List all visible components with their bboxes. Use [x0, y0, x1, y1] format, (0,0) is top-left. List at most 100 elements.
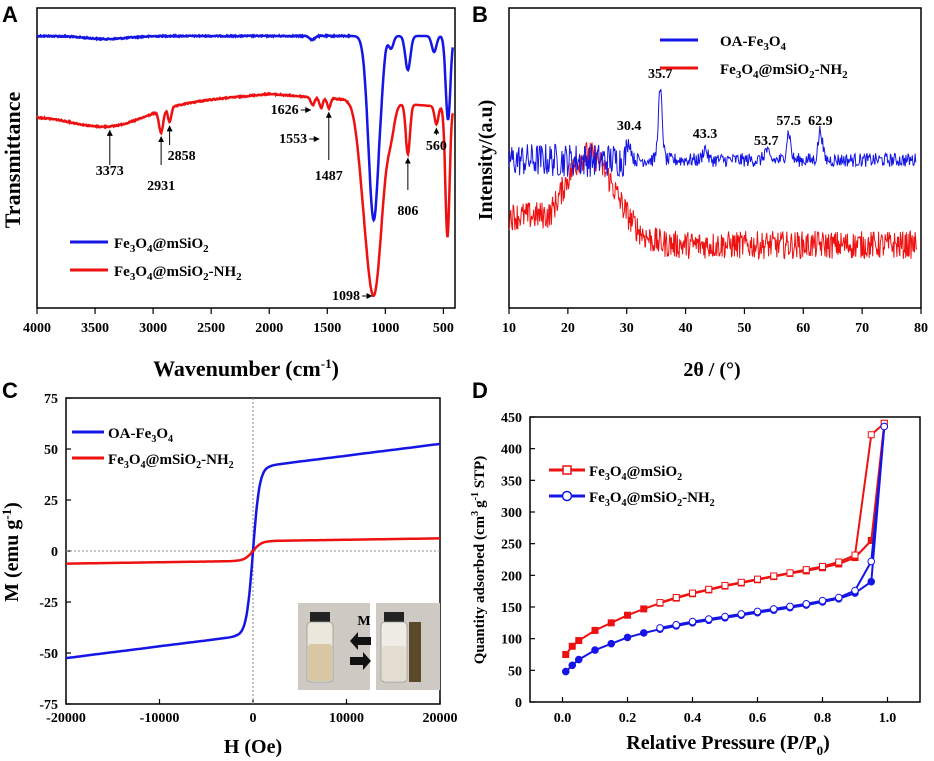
legend-marker-blue — [561, 490, 573, 502]
panel-d: D 0.0 0.2 0.4 0.6 0.8 1.0 0 50 100 150 200 250 300 35… — [470, 378, 921, 758]
magnet-bar — [409, 622, 421, 682]
y-tick-label: 50 — [44, 443, 58, 458]
data-point — [591, 626, 599, 634]
x-tick-label: -20000 — [46, 711, 86, 726]
y-tick-label: -75 — [39, 698, 58, 713]
data-point — [721, 581, 729, 589]
annotation-label: 3373 — [96, 164, 124, 179]
panel-a-x-ticks: 4000 3500 3000 2500 2000 1500 1000 500 — [23, 308, 454, 336]
legend-text-fe3o4-msio2-nh2: Fe3O4@mSiO2-NH2 — [589, 490, 715, 509]
x-tick-label: 20000 — [423, 711, 458, 726]
y-tick-label: 0 — [515, 696, 522, 711]
x-tick-label: -10000 — [140, 711, 180, 726]
x-tick-label: 50 — [737, 321, 751, 336]
panel-c-series-fe3o4-msio2-nh2 — [66, 537, 440, 565]
panel-a-legend: Fe3O4@mSiO2 Fe3O4@mSiO2-NH2 — [70, 236, 242, 283]
y-tick-label: 75 — [44, 392, 58, 407]
data-point — [867, 557, 876, 566]
panel-c-xlabel: H (Oe) — [224, 736, 282, 758]
panel-b-series-oa-fe3o4 — [508, 89, 917, 178]
panel-c-legend: OA-Fe3O4 Fe3O4@mSiO2-NH2 — [72, 426, 234, 471]
panel-c-ticks: -20000 -10000 0 10000 20000 -75 -50 -25 0 25 50 75 — [39, 392, 457, 726]
data-point — [835, 558, 843, 566]
y-tick-label: 25 — [44, 494, 58, 509]
x-tick-label: 40 — [679, 321, 693, 336]
data-point — [802, 600, 811, 608]
y-tick-label: 50 — [508, 664, 522, 679]
peak-label: 53.7 — [754, 134, 779, 149]
data-point — [802, 566, 810, 574]
isotherm-line — [659, 426, 886, 629]
panel-a-series-fe3o4-msio2 — [36, 33, 454, 223]
x-tick-label: 60 — [796, 321, 810, 336]
annotation-label: 2858 — [168, 149, 196, 164]
panel-d-xlabel: Relative Pressure (P/P0) — [626, 732, 829, 758]
data-point — [705, 585, 713, 593]
x-tick-label: 0.4 — [684, 711, 702, 726]
panel-b-ylabel: Intensity/(a.u) — [475, 100, 497, 221]
x-tick-label: 80 — [914, 321, 928, 336]
legend-text-oa-fe3o4: OA-Fe3O4 — [720, 34, 787, 53]
x-tick-label: 1500 — [313, 321, 341, 336]
x-tick-label: 1.0 — [879, 711, 897, 726]
peak-label: 57.5 — [776, 114, 801, 129]
peak-label: 35.7 — [648, 67, 673, 82]
x-tick-label: 0.6 — [749, 711, 767, 726]
vial-right-liquid — [382, 646, 406, 681]
annotation-label: 806 — [397, 204, 418, 219]
data-point — [867, 431, 875, 439]
x-tick-label: 500 — [433, 321, 454, 336]
data-point — [672, 620, 681, 629]
panel-c-title: C — [2, 378, 18, 403]
data-point — [737, 610, 746, 618]
legend-text-fe3o4-msio2: Fe3O4@mSiO2 — [589, 464, 682, 483]
data-point — [591, 646, 599, 654]
data-point — [607, 639, 616, 648]
x-tick-label: 0.0 — [554, 711, 572, 726]
legend-text-fe3o4-msio2-nh2: Fe3O4@mSiO2-NH2 — [114, 264, 242, 283]
y-tick-label: 200 — [501, 569, 522, 584]
data-point — [607, 619, 615, 627]
data-point — [786, 569, 794, 577]
panel-d-legend: Fe3O4@mSiO2 Fe3O4@mSiO2-NH2 — [549, 464, 715, 509]
panel-c: C -20000 -10000 0 10000 20000 -75 -50 -25 0 25 50 7… — [0, 378, 458, 758]
vial-cap-left — [310, 612, 330, 622]
data-point — [834, 593, 843, 602]
data-point — [819, 562, 826, 570]
legend-marker-red — [562, 465, 572, 475]
annotation-label: 1098 — [332, 289, 360, 304]
data-point — [737, 578, 745, 586]
arrow-left-icon — [350, 632, 371, 650]
x-tick-label: 3500 — [81, 321, 109, 336]
data-point — [639, 629, 648, 637]
panel-a-title: A — [2, 2, 18, 27]
peak-label: 62.9 — [808, 114, 833, 129]
data-point — [770, 572, 778, 580]
data-point — [769, 605, 778, 613]
x-tick-label: 4000 — [23, 321, 51, 336]
x-tick-label: 70 — [855, 321, 869, 336]
data-point — [672, 594, 680, 601]
vial-left-liquid — [308, 644, 332, 681]
panel-d-ylabel: Quantity adsorbed (cm3g-1 STP) — [470, 456, 488, 664]
panel-a-series-fe3o4-msio2-nh2 — [36, 91, 454, 297]
y-tick-label: 350 — [501, 474, 522, 489]
isotherm-line — [565, 426, 886, 673]
data-point — [624, 611, 631, 619]
data-point — [575, 637, 583, 645]
data-point — [721, 612, 729, 621]
inset-magnet-label: M — [357, 614, 370, 629]
x-tick-label: 0 — [250, 711, 257, 726]
annotation-label: 2931 — [147, 179, 175, 194]
panel-a-ylabel: Transmittance — [0, 92, 25, 229]
data-point — [568, 661, 577, 670]
x-tick-label: 2000 — [255, 321, 283, 336]
legend-text-fe3o4-msio2: Fe3O4@mSiO2 — [114, 236, 209, 255]
data-point — [880, 422, 889, 431]
annotation-label: 1553 — [279, 132, 307, 147]
y-tick-label: 150 — [501, 601, 522, 616]
x-tick-label: 0.8 — [814, 711, 832, 726]
peak-label: 30.4 — [617, 119, 642, 134]
panel-b-x-ticks: 10 20 30 40 50 60 70 80 — [502, 308, 928, 336]
data-point — [656, 599, 664, 607]
